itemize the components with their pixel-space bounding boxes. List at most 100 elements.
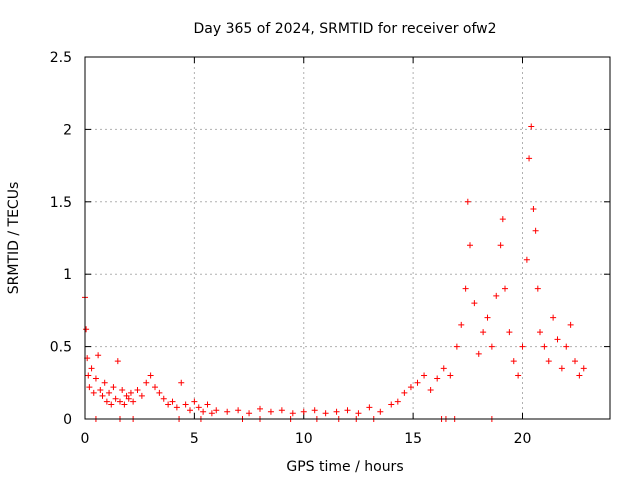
data-point — [83, 326, 90, 333]
data-point — [434, 375, 441, 382]
data-point — [453, 343, 460, 350]
data-point — [86, 384, 93, 391]
x-tick-label: 15 — [404, 431, 422, 447]
data-point — [554, 336, 561, 343]
data-point — [101, 379, 108, 386]
data-point — [121, 401, 128, 408]
data-point — [117, 398, 123, 405]
data-point — [467, 242, 473, 249]
data-point — [506, 329, 513, 336]
data-point — [576, 372, 583, 379]
data-point — [499, 216, 506, 223]
data-point — [497, 242, 504, 249]
x-axis-label: GPS time / hours — [286, 459, 403, 475]
data-point — [510, 358, 517, 365]
data-point — [204, 401, 211, 408]
data-point — [114, 358, 121, 365]
grid — [85, 57, 610, 419]
x-tick-label: 5 — [190, 431, 199, 447]
data-point — [322, 410, 329, 417]
data-point — [515, 372, 522, 379]
chart-title: Day 365 of 2024, SRMTID for receiver ofw… — [193, 21, 496, 37]
data-point — [130, 398, 137, 405]
data-point — [90, 389, 97, 396]
data-point — [110, 384, 117, 391]
data-point — [464, 198, 471, 205]
data-point — [440, 365, 447, 372]
data-point — [421, 372, 428, 379]
data-point — [224, 408, 231, 415]
data-point — [278, 407, 285, 414]
data-point — [519, 343, 526, 350]
data-point — [106, 389, 113, 396]
data-point — [127, 389, 134, 396]
data-point — [191, 398, 198, 405]
data-point — [182, 401, 189, 408]
data-point — [550, 314, 557, 321]
data-point — [173, 404, 180, 411]
data-point — [528, 123, 535, 130]
data-point — [484, 314, 491, 321]
y-tick-label: 0.5 — [50, 340, 72, 356]
data-point — [134, 387, 141, 394]
data-point — [195, 404, 202, 411]
data-point — [377, 408, 384, 415]
data-point — [125, 395, 132, 402]
data-point — [289, 410, 296, 417]
data-point — [447, 372, 454, 379]
data-point — [257, 405, 263, 412]
x-tick-label: 10 — [295, 431, 313, 447]
data-point — [160, 395, 167, 402]
data-point — [311, 407, 318, 414]
x-tick-label: 20 — [514, 431, 532, 447]
data-point — [414, 379, 421, 386]
data-point — [545, 358, 552, 365]
data-point — [147, 372, 154, 379]
data-point — [532, 227, 539, 234]
data-point — [471, 300, 478, 307]
data-point — [407, 384, 414, 391]
y-tick-label: 1.5 — [50, 195, 72, 211]
data-point — [388, 401, 395, 408]
data-point — [119, 387, 126, 394]
data-point — [475, 350, 482, 357]
data-point — [187, 407, 193, 414]
data-point — [152, 384, 158, 391]
data-point — [138, 392, 145, 399]
data-point — [88, 365, 95, 372]
data-point — [344, 407, 351, 414]
data-point — [567, 321, 574, 328]
y-tick-label: 0 — [63, 412, 72, 428]
data-point — [213, 407, 220, 414]
y-tick-label: 1 — [63, 267, 72, 283]
data-point — [580, 365, 587, 372]
data-point — [427, 387, 434, 394]
data-point — [488, 343, 495, 350]
data-point — [246, 410, 253, 417]
data-point — [267, 408, 274, 415]
data-point — [401, 389, 408, 396]
y-axis-label: SRMTID / TECUs — [6, 182, 22, 295]
data-point — [523, 256, 530, 263]
data-point — [99, 392, 106, 399]
data-point — [558, 365, 565, 372]
data-point — [537, 329, 543, 336]
data-point — [534, 285, 541, 292]
data-point — [493, 292, 500, 299]
data-point — [208, 410, 215, 417]
data-point — [502, 285, 508, 292]
data-point — [103, 398, 110, 405]
plot-frame — [84, 56, 611, 420]
x-tick-label: 0 — [81, 431, 90, 447]
data-point — [541, 343, 548, 350]
y-tick-label: 2.5 — [50, 50, 72, 66]
data-point — [97, 387, 104, 394]
data-point — [526, 155, 533, 162]
data-point — [355, 410, 362, 417]
y-ticks: 0 0.5 1 1.5 2 2.5 — [50, 50, 610, 428]
data-point — [178, 379, 185, 386]
data-point — [300, 408, 307, 415]
data-point — [366, 404, 373, 411]
data-point — [112, 395, 119, 402]
